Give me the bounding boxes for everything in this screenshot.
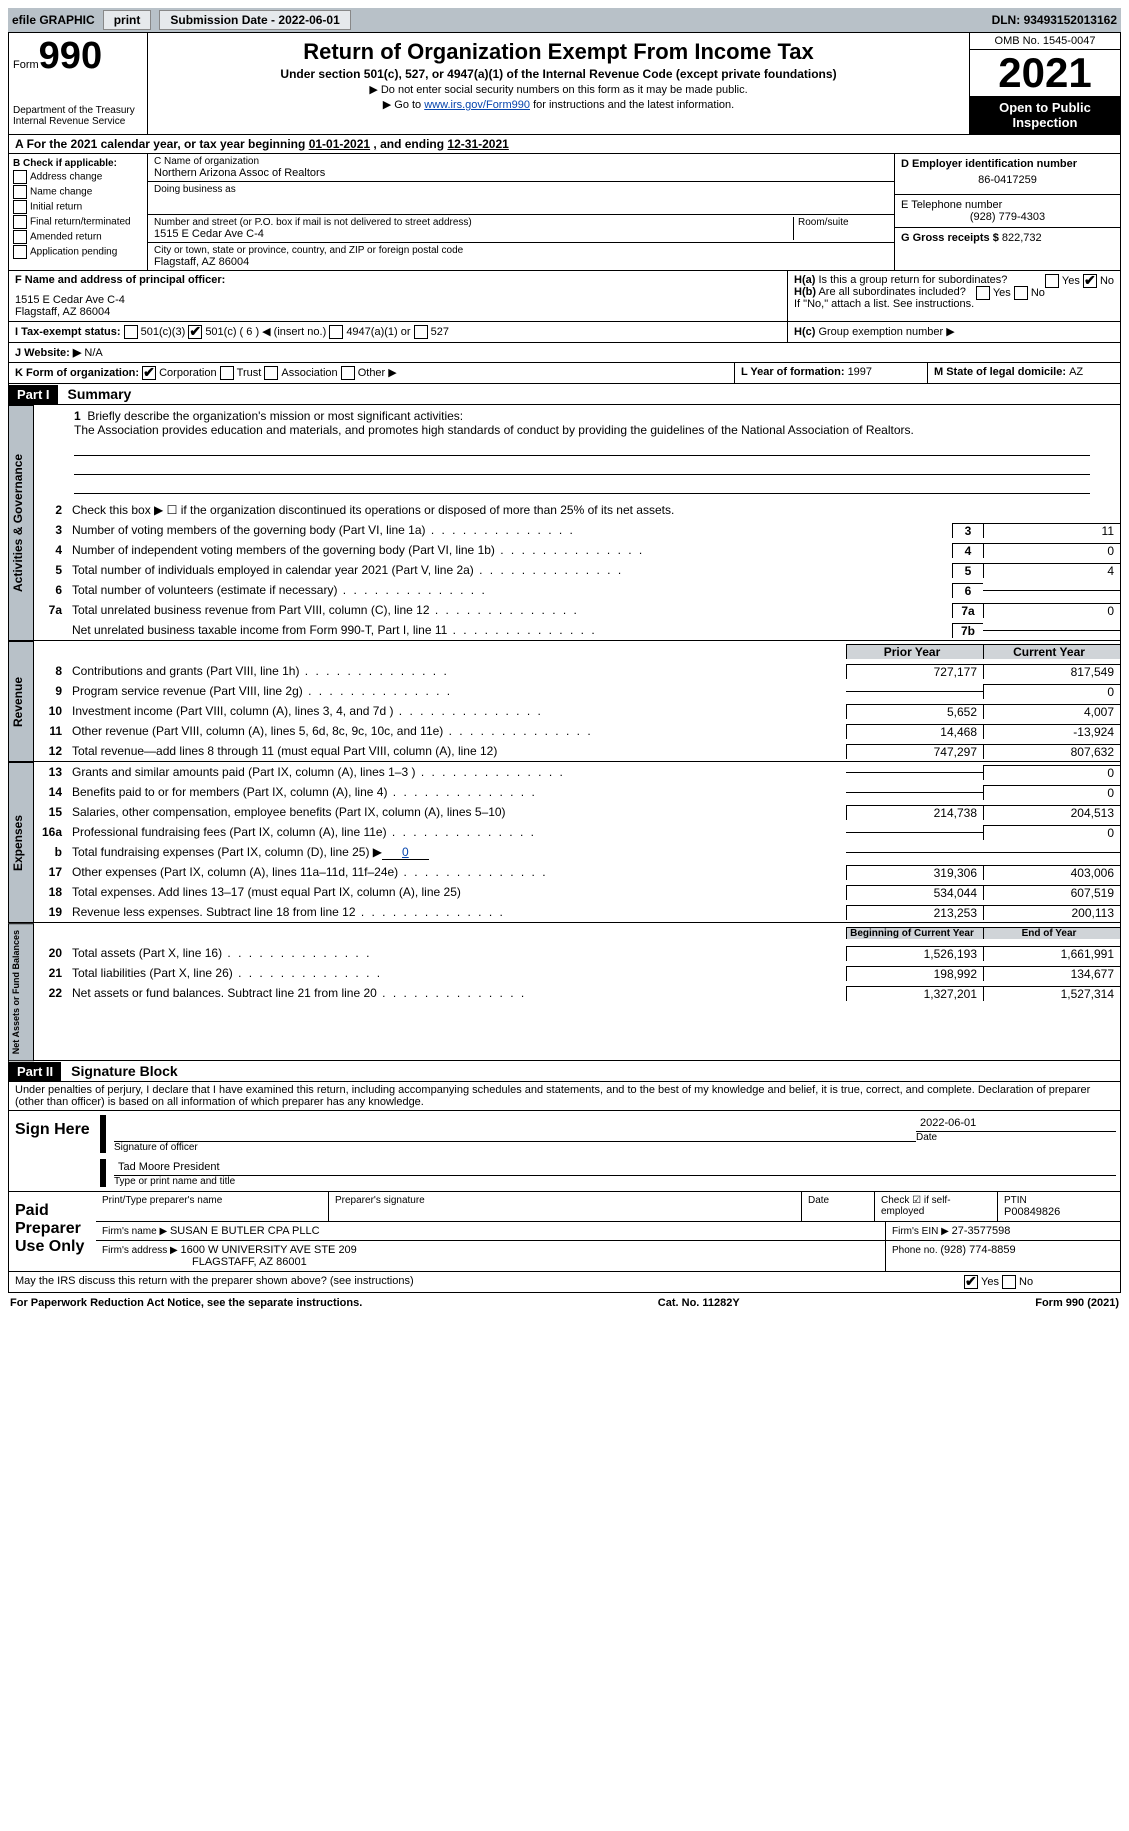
- part1-header: Part I Summary: [8, 384, 1121, 405]
- efile-topbar: efile GRAPHIC print Submission Date - 20…: [8, 8, 1121, 32]
- form-org-row: K Form of organization: Corporation Trus…: [8, 363, 1121, 384]
- form-header: Form990 Department of the Treasury Inter…: [8, 32, 1121, 135]
- netassets-section: Net Assets or Fund Balances Beginning of…: [8, 923, 1121, 1061]
- c-name-label: C Name of organization: [154, 156, 888, 167]
- form-title: Return of Organization Exempt From Incom…: [156, 39, 961, 65]
- website-row: J Website: ▶ N/A: [8, 343, 1121, 363]
- chk-final[interactable]: Final return/terminated: [13, 215, 143, 229]
- phone: (928) 779-4303: [901, 211, 1114, 223]
- tab-activities: Activities & Governance: [8, 405, 34, 641]
- open-to-public: Open to Public Inspection: [970, 96, 1120, 134]
- chk-address[interactable]: Address change: [13, 170, 143, 184]
- street: 1515 E Cedar Ave C-4: [154, 228, 793, 240]
- room-label: Room/suite: [798, 217, 888, 228]
- tab-expenses: Expenses: [8, 762, 34, 923]
- org-info-block: B Check if applicable: Address change Na…: [8, 154, 1121, 271]
- form-subtitle: Under section 501(c), 527, or 4947(a)(1)…: [156, 67, 961, 81]
- revenue-section: Revenue Prior Year Current Year 8Contrib…: [8, 641, 1121, 762]
- f-label: F Name and address of principal officer:: [15, 274, 781, 286]
- ein: 86-0417259: [901, 170, 1114, 190]
- part2-header: Part II Signature Block: [8, 1061, 1121, 1082]
- g-label: G Gross receipts $: [901, 232, 1002, 244]
- submission-date: Submission Date - 2022-06-01: [159, 10, 350, 30]
- omb-number: OMB No. 1545-0047: [970, 33, 1120, 50]
- h-note: If "No," attach a list. See instructions…: [794, 298, 1114, 310]
- tax-year: 2021: [970, 50, 1120, 96]
- dln: DLN: 93493152013162: [992, 13, 1117, 27]
- efile-label: efile GRAPHIC: [12, 13, 95, 27]
- officer-name: Tad Moore President: [114, 1159, 1116, 1176]
- e-label: E Telephone number: [901, 199, 1114, 211]
- chk-amended[interactable]: Amended return: [13, 230, 143, 244]
- tab-netassets: Net Assets or Fund Balances: [8, 923, 34, 1061]
- irs-link[interactable]: www.irs.gov/Form990: [424, 99, 530, 111]
- form-number: Form990: [13, 37, 143, 75]
- expenses-section: Expenses 13Grants and similar amounts pa…: [8, 762, 1121, 923]
- officer-addr1: 1515 E Cedar Ave C-4: [15, 294, 781, 306]
- tax-exempt-row: I Tax-exempt status: 501(c)(3) 501(c) ( …: [8, 322, 1121, 343]
- org-name: Northern Arizona Assoc of Realtors: [154, 167, 888, 179]
- city: Flagstaff, AZ 86004: [154, 256, 888, 268]
- chk-pending[interactable]: Application pending: [13, 245, 143, 259]
- print-button[interactable]: print: [103, 10, 152, 30]
- page-footer: For Paperwork Reduction Act Notice, see …: [8, 1293, 1121, 1313]
- street-label: Number and street (or P.O. box if mail i…: [154, 217, 793, 228]
- declaration: Under penalties of perjury, I declare th…: [8, 1082, 1121, 1111]
- dba-label: Doing business as: [154, 184, 888, 195]
- tab-revenue: Revenue: [8, 641, 34, 762]
- officer-addr2: Flagstaff, AZ 86004: [15, 306, 781, 318]
- ssn-note: ▶ Do not enter social security numbers o…: [156, 83, 961, 96]
- chk-initial[interactable]: Initial return: [13, 200, 143, 214]
- chk-name[interactable]: Name change: [13, 185, 143, 199]
- gross-receipts: 822,732: [1002, 232, 1042, 244]
- activities-section: Activities & Governance 1 Briefly descri…: [8, 405, 1121, 641]
- officer-row: F Name and address of principal officer:…: [8, 271, 1121, 322]
- paid-preparer-block: Paid Preparer Use Only Print/Type prepar…: [8, 1192, 1121, 1272]
- sign-here-block: Sign Here Signature of officer 2022-06-0…: [8, 1111, 1121, 1192]
- dept-treasury: Department of the Treasury Internal Reve…: [13, 105, 143, 127]
- d-label: D Employer identification number: [901, 158, 1114, 170]
- tax-year-row: A For the 2021 calendar year, or tax yea…: [8, 135, 1121, 154]
- b-label: B Check if applicable:: [13, 158, 143, 169]
- city-label: City or town, state or province, country…: [154, 245, 888, 256]
- mission-text: The Association provides education and m…: [74, 423, 914, 437]
- discuss-row: May the IRS discuss this return with the…: [8, 1272, 1121, 1293]
- goto-note: ▶ Go to www.irs.gov/Form990 for instruct…: [156, 98, 961, 111]
